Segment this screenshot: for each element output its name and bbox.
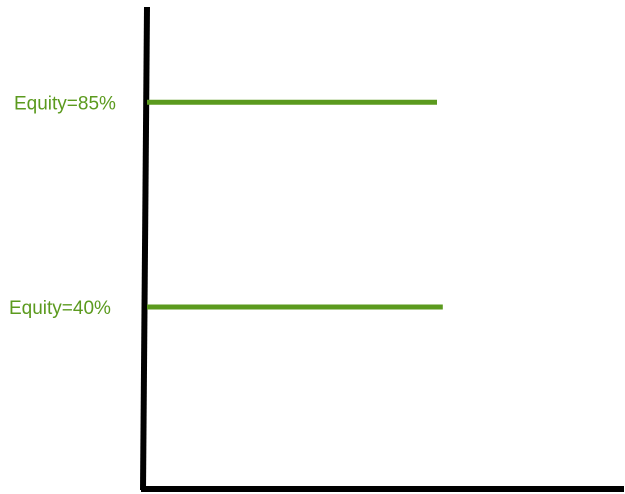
y-axis: [140, 6, 150, 491]
series-label-1: Equity=85%: [14, 93, 116, 114]
series-label-2: Equity=40%: [9, 298, 111, 319]
